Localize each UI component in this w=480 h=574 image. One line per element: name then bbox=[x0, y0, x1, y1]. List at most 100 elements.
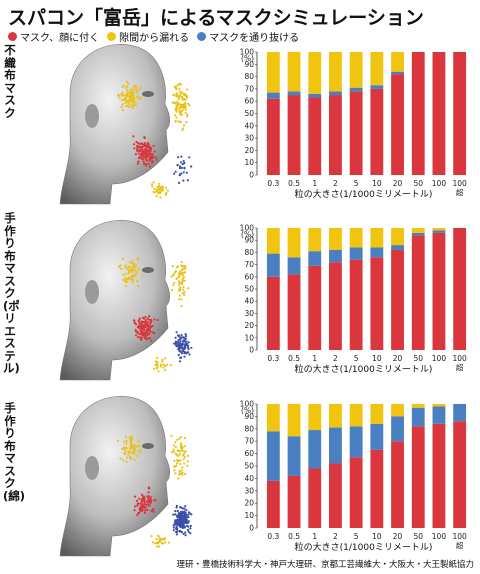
x-tick-label: 1 bbox=[312, 532, 317, 541]
x-tick-label: 0.5 bbox=[288, 179, 300, 188]
bar-segment bbox=[411, 426, 425, 528]
bar-segment bbox=[432, 423, 446, 528]
bar-segment bbox=[391, 52, 404, 72]
y-tick-label: 60 bbox=[244, 97, 254, 106]
y-tick-label: 80 bbox=[244, 248, 254, 257]
y-tick-label: 0 bbox=[249, 524, 254, 533]
x-tick-label: 0.5 bbox=[288, 532, 300, 541]
bar-segment bbox=[411, 52, 425, 175]
bar-segment bbox=[308, 468, 322, 528]
bar-segment bbox=[287, 95, 301, 175]
head-illustration-1 bbox=[59, 44, 193, 205]
x-axis-label: 粒の大きさ(1/1000ミリメートル) bbox=[295, 541, 433, 553]
chart-panel-3: (%) 0 10 20 30 40 50 60 70 80 90 100 0.3 0.5 1 2 5 10 20 50… bbox=[240, 400, 467, 554]
x-tick-label: 2 bbox=[333, 179, 338, 188]
legend-item-leak: 隙間から漏れる bbox=[107, 29, 189, 44]
row-label-polyester: 手作り布マスク(ポリエステル) bbox=[3, 211, 20, 375]
y-unit-label: (%) bbox=[241, 406, 254, 415]
x-tick-label: 100 bbox=[432, 179, 447, 188]
x-tick-label: 2 bbox=[333, 532, 338, 541]
bar-segment bbox=[266, 480, 280, 528]
y-tick-label: 30 bbox=[244, 134, 254, 143]
bar-segment bbox=[453, 404, 467, 422]
legend-label: マスクを通り抜ける bbox=[209, 33, 300, 44]
x-tick-label: 20 bbox=[393, 179, 403, 188]
bar-segment bbox=[391, 404, 404, 417]
x-tick-label: 0.3 bbox=[267, 532, 279, 541]
legend-swatch-red bbox=[8, 32, 17, 41]
bar-segment bbox=[349, 426, 363, 458]
x-axis-label: 粒の大きさ(1/1000ミリメートル) bbox=[295, 188, 433, 200]
row-label-nonwoven: 不織布マスク bbox=[4, 43, 16, 120]
bar-segment bbox=[411, 404, 425, 408]
x-tick-label: 1 bbox=[312, 179, 317, 188]
legend: マスク、顔に付く 隙間から漏れる マスクを通り抜ける bbox=[8, 29, 307, 44]
bar-segment bbox=[349, 91, 363, 175]
y-tick-label: 100 bbox=[240, 48, 255, 57]
bar-segment bbox=[329, 427, 342, 464]
bar-segment bbox=[266, 431, 280, 481]
chart-panel-2: (%) 0 10 20 30 40 50 60 70 80 90 100 0.3 0.5 1 2 5 10 20 50… bbox=[240, 224, 467, 376]
x-tick-label-suffix: 超 bbox=[456, 363, 464, 372]
bar-segment bbox=[370, 247, 384, 258]
bar-segment bbox=[349, 247, 363, 260]
bar-segment bbox=[349, 228, 363, 248]
y-tick-label: 10 bbox=[244, 333, 254, 342]
bar-segment bbox=[432, 404, 446, 407]
bar-segment bbox=[370, 404, 384, 424]
x-tick-label: 10 bbox=[372, 532, 382, 541]
bar-segment bbox=[308, 52, 322, 94]
y-tick-label: 80 bbox=[244, 72, 254, 81]
bar-segment bbox=[266, 253, 280, 277]
bar-segment bbox=[287, 228, 301, 258]
bar-segment bbox=[453, 228, 467, 350]
bar-segment bbox=[432, 52, 446, 175]
bar-segment bbox=[266, 52, 280, 93]
x-tick-label: 0.3 bbox=[267, 179, 279, 188]
bar-segment bbox=[329, 91, 342, 96]
head-illustration-2 bbox=[59, 220, 193, 381]
bar-segment bbox=[432, 228, 446, 231]
x-tick-label: 20 bbox=[393, 532, 403, 541]
y-tick-label: 50 bbox=[244, 462, 254, 471]
y-tick-label: 80 bbox=[244, 424, 254, 433]
bar-segment bbox=[391, 249, 404, 350]
x-tick-label: 50 bbox=[413, 179, 423, 188]
bar-segment bbox=[453, 421, 467, 528]
bar-segment bbox=[349, 404, 363, 427]
x-tick-label: 5 bbox=[354, 179, 359, 188]
y-tick-label: 100 bbox=[240, 224, 255, 233]
x-tick-label: 100 bbox=[432, 532, 447, 541]
bar-segment bbox=[287, 274, 301, 350]
bar-segment bbox=[287, 91, 301, 96]
x-tick-label: 100 bbox=[452, 354, 467, 363]
y-tick-label: 40 bbox=[244, 121, 254, 130]
y-tick-label: 20 bbox=[244, 146, 254, 155]
bar-segment bbox=[329, 404, 342, 428]
bar-segment bbox=[266, 228, 280, 254]
y-tick-label: 100 bbox=[240, 400, 255, 409]
y-tick-label: 50 bbox=[244, 109, 254, 118]
bar-segment bbox=[266, 92, 280, 99]
x-tick-label: 10 bbox=[372, 354, 382, 363]
credit-text: 理研・豊橋技術科学大・神戸大理研、京都工芸繊維大・大阪大・大王製紙協力 bbox=[176, 560, 474, 570]
y-tick-label: 70 bbox=[244, 84, 254, 93]
y-tick-label: 30 bbox=[244, 309, 254, 318]
bar-segment bbox=[370, 228, 384, 248]
bar-segment bbox=[266, 404, 280, 432]
bar-segment bbox=[370, 449, 384, 528]
x-tick-label: 50 bbox=[413, 354, 423, 363]
head-illustration-3 bbox=[59, 396, 193, 557]
bar-segment bbox=[370, 52, 384, 86]
x-tick-label: 1 bbox=[312, 354, 317, 363]
bar-segment bbox=[411, 228, 425, 233]
legend-item-mask: マスク、顔に付く bbox=[8, 29, 99, 44]
x-tick-label: 50 bbox=[413, 532, 423, 541]
y-tick-label: 0 bbox=[249, 346, 254, 355]
bar-segment bbox=[370, 423, 384, 450]
bar-segment bbox=[308, 404, 322, 431]
bar-segment bbox=[349, 259, 363, 350]
legend-label: 隙間から漏れる bbox=[119, 33, 190, 44]
